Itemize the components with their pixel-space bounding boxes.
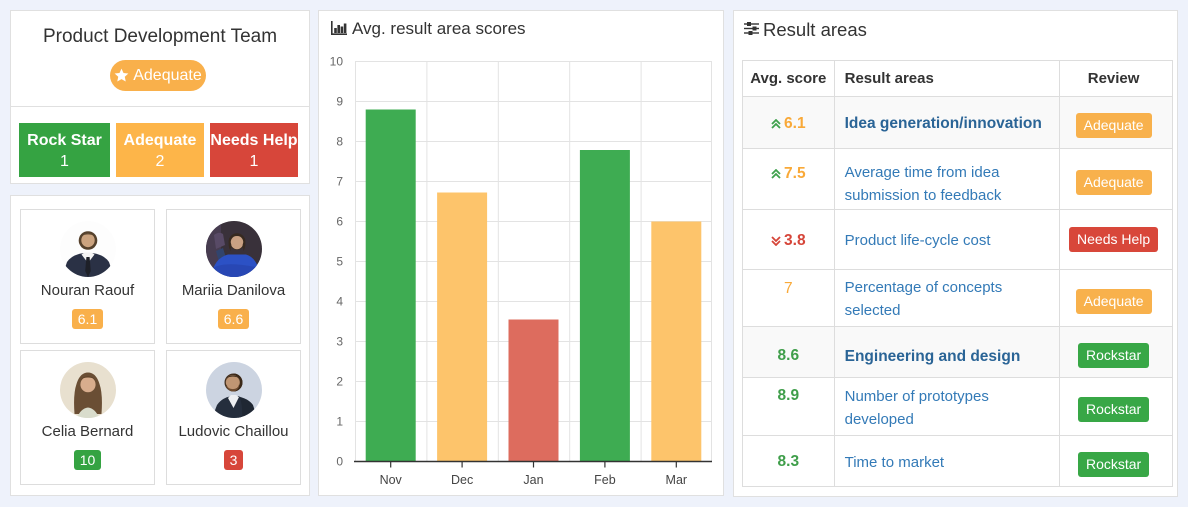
svg-text:2: 2 xyxy=(336,375,343,389)
svg-text:Mar: Mar xyxy=(666,473,688,487)
svg-text:Jan: Jan xyxy=(523,473,543,487)
svg-text:9: 9 xyxy=(336,95,343,109)
svg-text:Dec: Dec xyxy=(451,473,473,487)
svg-text:7: 7 xyxy=(336,175,343,189)
svg-text:Nov: Nov xyxy=(380,473,403,487)
svg-text:3: 3 xyxy=(336,335,343,349)
svg-text:0: 0 xyxy=(336,455,343,469)
svg-text:1: 1 xyxy=(336,415,343,429)
svg-text:5: 5 xyxy=(336,255,343,269)
svg-text:6: 6 xyxy=(336,215,343,229)
svg-text:Feb: Feb xyxy=(594,473,616,487)
svg-text:10: 10 xyxy=(330,55,344,69)
svg-text:4: 4 xyxy=(336,295,343,309)
svg-text:8: 8 xyxy=(336,135,343,149)
